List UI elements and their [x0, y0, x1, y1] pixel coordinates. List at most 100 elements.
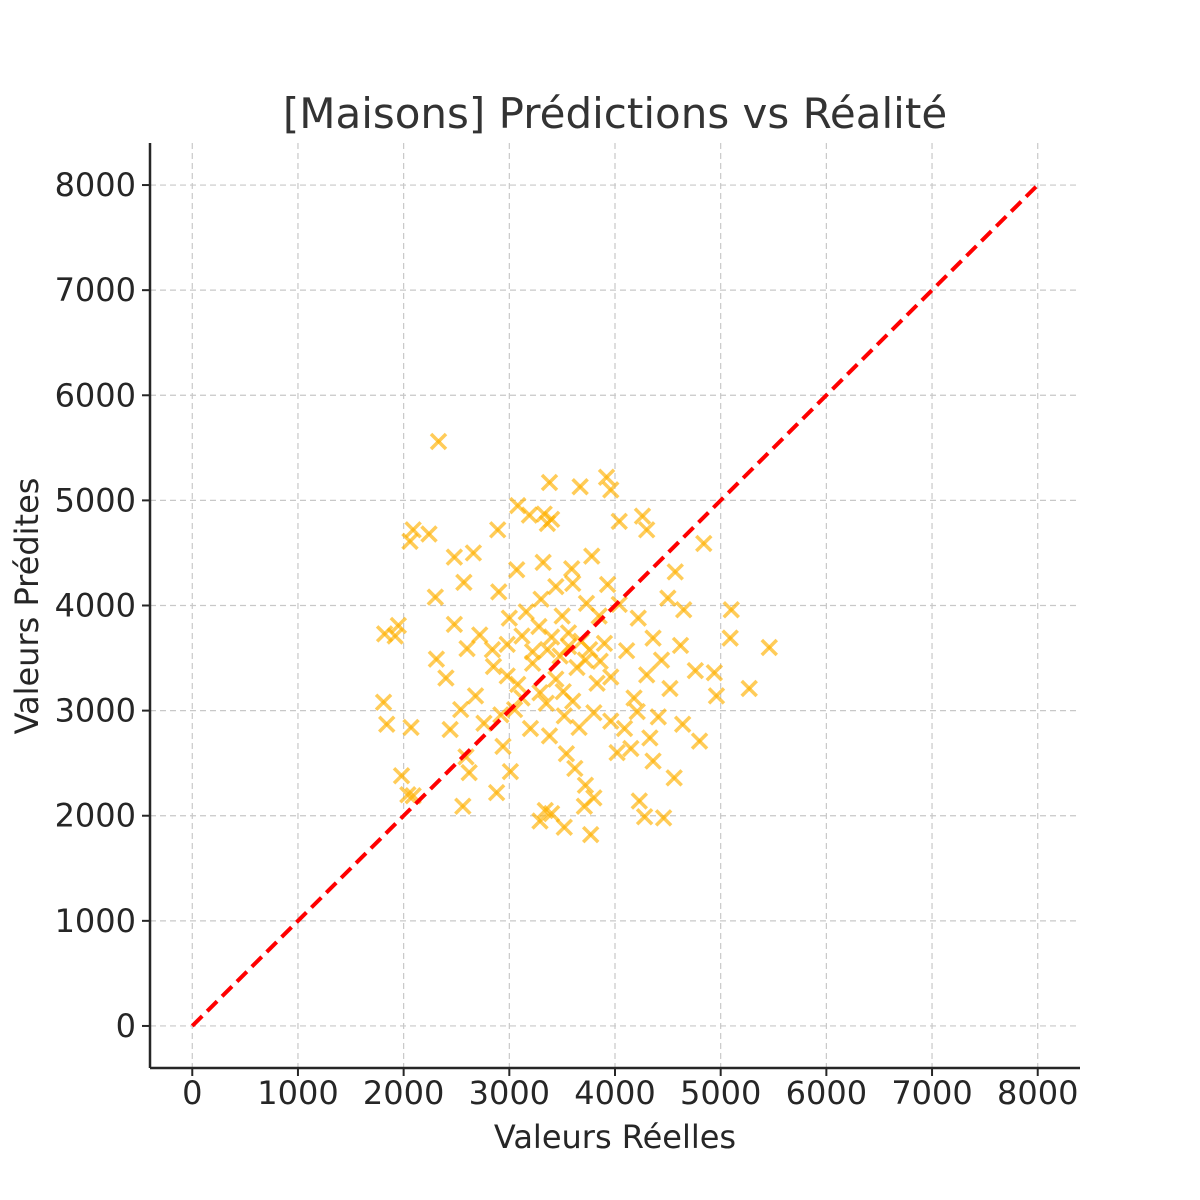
data-point	[386, 627, 404, 645]
data-point	[523, 643, 542, 661]
data-point	[501, 762, 520, 781]
data-point	[540, 727, 559, 745]
data-point	[595, 634, 614, 653]
data-point	[437, 669, 455, 687]
data-point	[673, 715, 692, 734]
x-tick-label: 4000	[574, 1074, 655, 1112]
data-point	[532, 590, 550, 608]
data-point	[540, 473, 559, 492]
data-point	[557, 744, 576, 763]
data-point	[420, 525, 438, 543]
x-axis-label: Valeurs Réelles	[494, 1118, 736, 1156]
data-point	[721, 629, 739, 647]
y-axis-label: Valeurs Prédites	[8, 478, 46, 735]
data-point	[665, 769, 683, 787]
data-point	[455, 573, 473, 592]
data-point	[538, 514, 557, 533]
data-point	[488, 521, 507, 539]
data-point	[458, 639, 476, 658]
data-point	[695, 534, 713, 553]
data-point	[690, 732, 709, 750]
data-point	[629, 609, 647, 627]
data-point	[705, 664, 724, 682]
y-tick-label: 2000	[55, 797, 136, 835]
y-tick-label: 5000	[55, 481, 136, 519]
data-point	[531, 812, 549, 830]
data-point	[585, 789, 603, 807]
data-point	[517, 603, 535, 621]
data-point	[402, 718, 420, 737]
data-point	[615, 719, 634, 738]
data-point	[590, 607, 608, 625]
data-point	[659, 589, 677, 607]
data-point	[464, 544, 483, 562]
data-point	[494, 737, 512, 756]
data-point	[505, 700, 524, 719]
data-point	[644, 752, 662, 770]
data-point	[427, 650, 446, 668]
data-point	[588, 674, 606, 693]
data-point	[562, 559, 581, 578]
data-points	[374, 432, 779, 844]
data-point	[666, 563, 684, 581]
y-tick-label: 8000	[55, 166, 136, 204]
data-point	[722, 600, 740, 619]
y-tick-label: 7000	[55, 271, 136, 309]
data-point	[457, 748, 475, 766]
data-point	[536, 801, 554, 820]
data-point	[555, 707, 574, 725]
data-point	[547, 670, 565, 688]
x-tick-label: 0	[182, 1074, 202, 1112]
data-point	[553, 607, 571, 625]
data-point	[498, 667, 516, 685]
data-point	[576, 651, 595, 669]
data-point	[559, 624, 578, 642]
data-point	[583, 547, 601, 565]
data-point	[644, 629, 662, 647]
data-point	[531, 684, 549, 702]
data-point	[740, 679, 758, 698]
data-point	[445, 615, 464, 634]
data-point	[610, 595, 628, 614]
y-tick-label: 6000	[55, 376, 136, 414]
data-point	[630, 792, 649, 810]
x-tick-label: 7000	[891, 1074, 972, 1112]
x-tick-label: 3000	[469, 1074, 550, 1112]
data-point	[513, 627, 531, 645]
data-point	[581, 825, 600, 844]
axes: 0 1000 2000 3000 4000 5000 6000 7000 8000 0 1000 20…	[55, 143, 1080, 1112]
x-tick-label: 8000	[997, 1074, 1078, 1112]
data-point	[563, 692, 582, 710]
data-point	[401, 532, 419, 551]
data-point	[628, 702, 646, 721]
data-point	[542, 628, 561, 646]
data-point	[426, 588, 445, 606]
data-point	[622, 739, 640, 758]
data-point	[602, 668, 620, 686]
data-point	[617, 641, 636, 660]
data-point	[610, 512, 628, 531]
data-point	[597, 468, 616, 486]
data-point	[535, 505, 553, 523]
data-point	[555, 818, 574, 837]
data-point	[649, 708, 668, 726]
y-tick-label: 3000	[55, 692, 136, 730]
data-point	[637, 666, 656, 684]
data-point	[571, 477, 589, 496]
data-point	[399, 785, 417, 804]
chart-title: [Maisons] Prédictions vs Réalité	[283, 89, 947, 138]
data-point	[470, 626, 489, 644]
data-point	[429, 432, 448, 451]
data-point	[377, 715, 396, 734]
data-point	[635, 808, 654, 826]
y-tick-label: 4000	[55, 587, 136, 625]
data-point	[570, 718, 588, 737]
data-point	[460, 763, 478, 782]
data-point	[602, 712, 620, 730]
data-point	[389, 616, 408, 635]
data-point	[490, 583, 508, 601]
data-point	[483, 640, 502, 659]
x-tick-label: 6000	[786, 1074, 867, 1112]
data-point	[392, 767, 411, 785]
